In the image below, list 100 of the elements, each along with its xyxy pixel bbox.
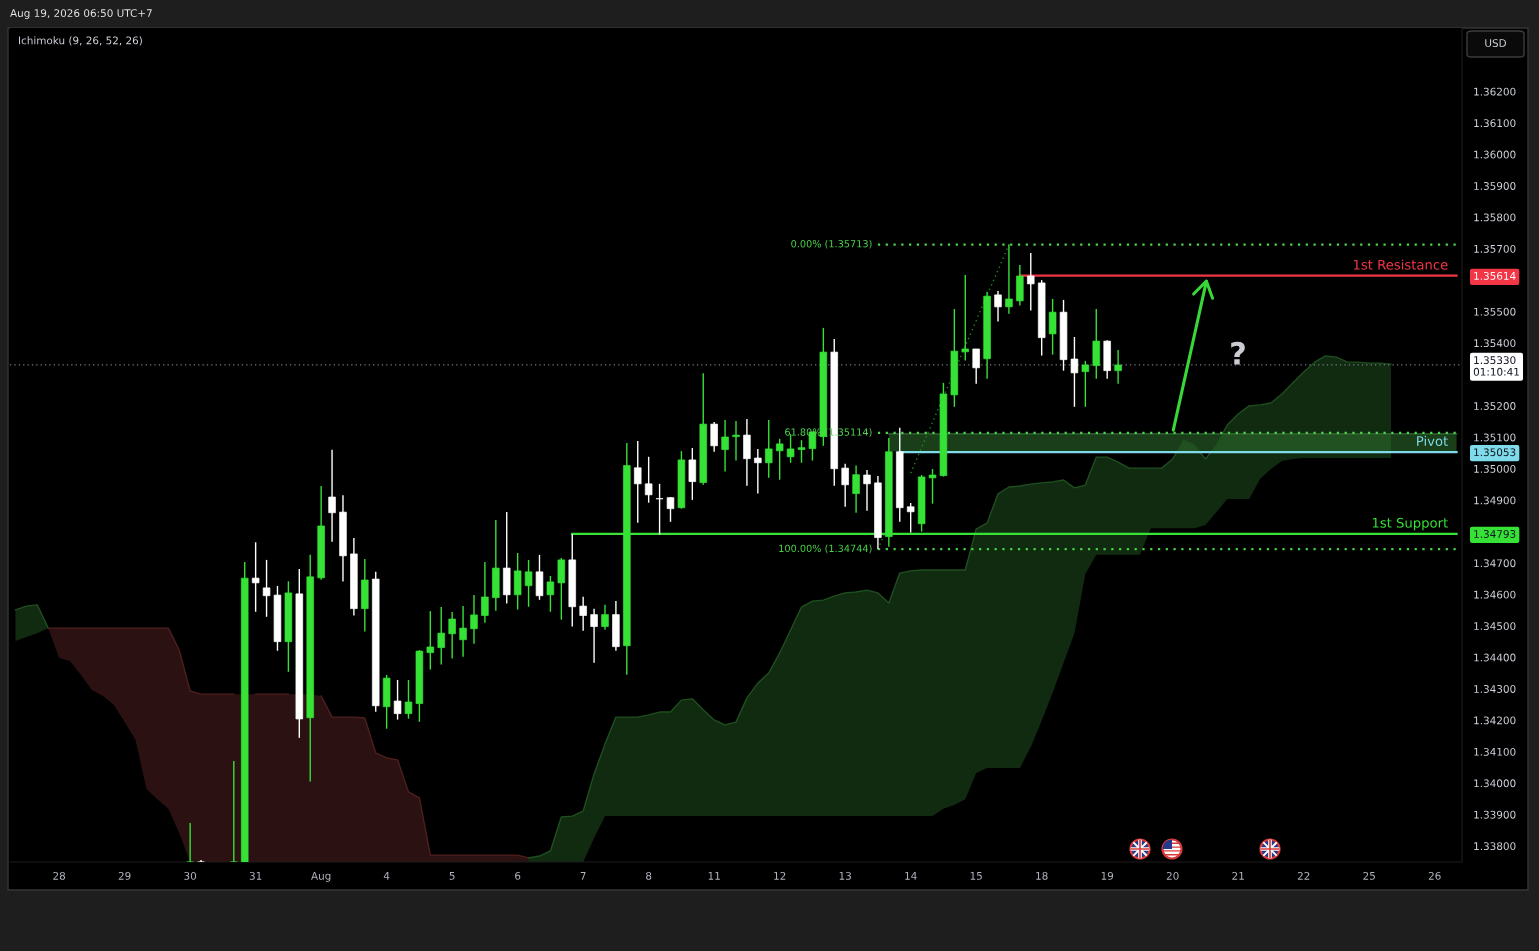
candlestick xyxy=(655,483,664,536)
candlestick xyxy=(437,606,445,666)
candlestick xyxy=(994,290,1002,323)
x-tick-label: 4 xyxy=(383,872,390,880)
candlestick xyxy=(721,419,729,473)
candlestick xyxy=(448,611,456,660)
y-tick-label: 1.34400 xyxy=(1474,653,1516,662)
candlestick xyxy=(601,604,609,631)
candlestick xyxy=(841,463,849,508)
candlestick xyxy=(590,607,598,664)
series-label: 100.00% (1.34744) xyxy=(779,544,872,554)
candlestick xyxy=(186,822,194,862)
chart-title: Aug 19, 2026 06:50 UTC+7 xyxy=(10,9,152,20)
candlestick xyxy=(1070,336,1079,408)
x-tick-label: 29 xyxy=(118,871,131,880)
x-tick-label: 28 xyxy=(53,871,66,880)
annotation: ? xyxy=(1231,341,1245,365)
candlestick xyxy=(863,469,871,512)
candlestick xyxy=(557,557,566,621)
y-tick-label: 1.34300 xyxy=(1474,685,1516,693)
x-tick-label: 12 xyxy=(774,871,786,880)
candlestick xyxy=(1027,252,1035,312)
y-tick-label: 1.35500 xyxy=(1474,307,1516,316)
y-tick-label: 1.34900 xyxy=(1474,496,1516,505)
x-tick-label: 25 xyxy=(1363,871,1375,880)
candlestick xyxy=(251,541,260,613)
y-tick-label: 1.36000 xyxy=(1474,150,1516,159)
y-tick-label: 1.34500 xyxy=(1474,622,1516,631)
candlestick xyxy=(906,502,915,534)
candlestick xyxy=(426,610,435,671)
x-tick-label: 15 xyxy=(970,872,982,880)
y-tick-label: 1.36200 xyxy=(1474,87,1516,96)
candlestick xyxy=(1081,360,1090,408)
candlestick xyxy=(1048,298,1057,356)
x-tick-label: 30 xyxy=(184,871,197,880)
y-tick-label: 1.34100 xyxy=(1474,747,1516,756)
candlestick xyxy=(513,552,522,611)
candlestick xyxy=(1114,349,1122,385)
y-tick-label: 1.34000 xyxy=(1474,779,1516,788)
x-tick-label: 8 xyxy=(646,871,652,880)
candlestick xyxy=(852,464,860,514)
candlestick xyxy=(393,679,402,721)
y-axis-title: USD xyxy=(1485,39,1507,48)
x-tick-label: 21 xyxy=(1232,871,1244,880)
series-label: Pivot xyxy=(1417,435,1448,447)
candlestick xyxy=(732,420,740,462)
y-tick-label: 1.34793 xyxy=(1474,530,1516,538)
y-tick-label: 1.35330 01:10:41 xyxy=(1473,356,1519,376)
candlestick xyxy=(197,859,205,862)
candlestick xyxy=(404,679,413,720)
y-tick-label: 1.36100 xyxy=(1474,119,1516,128)
candlestick xyxy=(972,348,980,385)
y-tick-label: 1.35200 xyxy=(1474,402,1516,410)
x-tick-label: 31 xyxy=(249,871,262,880)
x-tick-label: 20 xyxy=(1166,871,1179,880)
x-tick-label: Aug xyxy=(311,872,331,882)
candlestick xyxy=(775,438,784,481)
candlestick xyxy=(961,274,969,362)
y-tick-label: 1.35614 xyxy=(1474,271,1516,280)
y-tick-label: 1.34600 xyxy=(1474,590,1516,599)
y-tick-label: 1.34200 xyxy=(1474,716,1516,725)
series-label: 1st Resistance xyxy=(1353,259,1448,270)
candlestick xyxy=(470,594,478,645)
y-tick-label: 1.35100 xyxy=(1474,433,1516,442)
y-tick-label: 1.33800 xyxy=(1474,842,1516,851)
candlestick xyxy=(524,559,533,608)
y-tick-label: 1.35053 xyxy=(1474,448,1516,457)
x-tick-label: 14 xyxy=(905,872,917,880)
candlestick xyxy=(928,468,937,505)
candlestick xyxy=(535,554,544,601)
x-tick-label: 22 xyxy=(1297,871,1310,880)
y-tick-label: 1.35000 xyxy=(1474,464,1516,473)
x-tick-label: 18 xyxy=(1036,871,1048,880)
candlestick xyxy=(666,496,675,523)
candlestick xyxy=(765,419,773,479)
x-tick-label: 6 xyxy=(515,871,521,880)
candlestick xyxy=(754,448,762,495)
series-label: 0.00% (1.35713) xyxy=(791,239,872,249)
candlestick xyxy=(1005,243,1013,315)
candlestick xyxy=(459,605,467,658)
x-tick-label: 19 xyxy=(1101,871,1114,880)
candlestick xyxy=(328,449,336,543)
candlestick xyxy=(688,447,697,501)
series-label: 1st Support xyxy=(1372,517,1448,531)
x-tick-label: 7 xyxy=(580,872,586,880)
x-tick-label: 11 xyxy=(708,872,720,880)
y-tick-label: 1.35900 xyxy=(1474,182,1516,190)
y-tick-label: 1.35800 xyxy=(1474,213,1516,222)
candlestick xyxy=(797,439,806,464)
candlestick xyxy=(546,575,555,613)
candlestick xyxy=(634,440,642,524)
candlestick xyxy=(481,561,489,624)
candlestick xyxy=(710,421,718,453)
candlestick xyxy=(644,456,653,504)
candlestick xyxy=(262,559,271,618)
x-tick-label: 13 xyxy=(839,871,851,880)
candlestick xyxy=(743,418,751,487)
candlestick xyxy=(579,595,587,632)
y-tick-label: 1.35700 xyxy=(1474,244,1516,253)
y-tick-label: 1.35400 xyxy=(1474,339,1516,348)
